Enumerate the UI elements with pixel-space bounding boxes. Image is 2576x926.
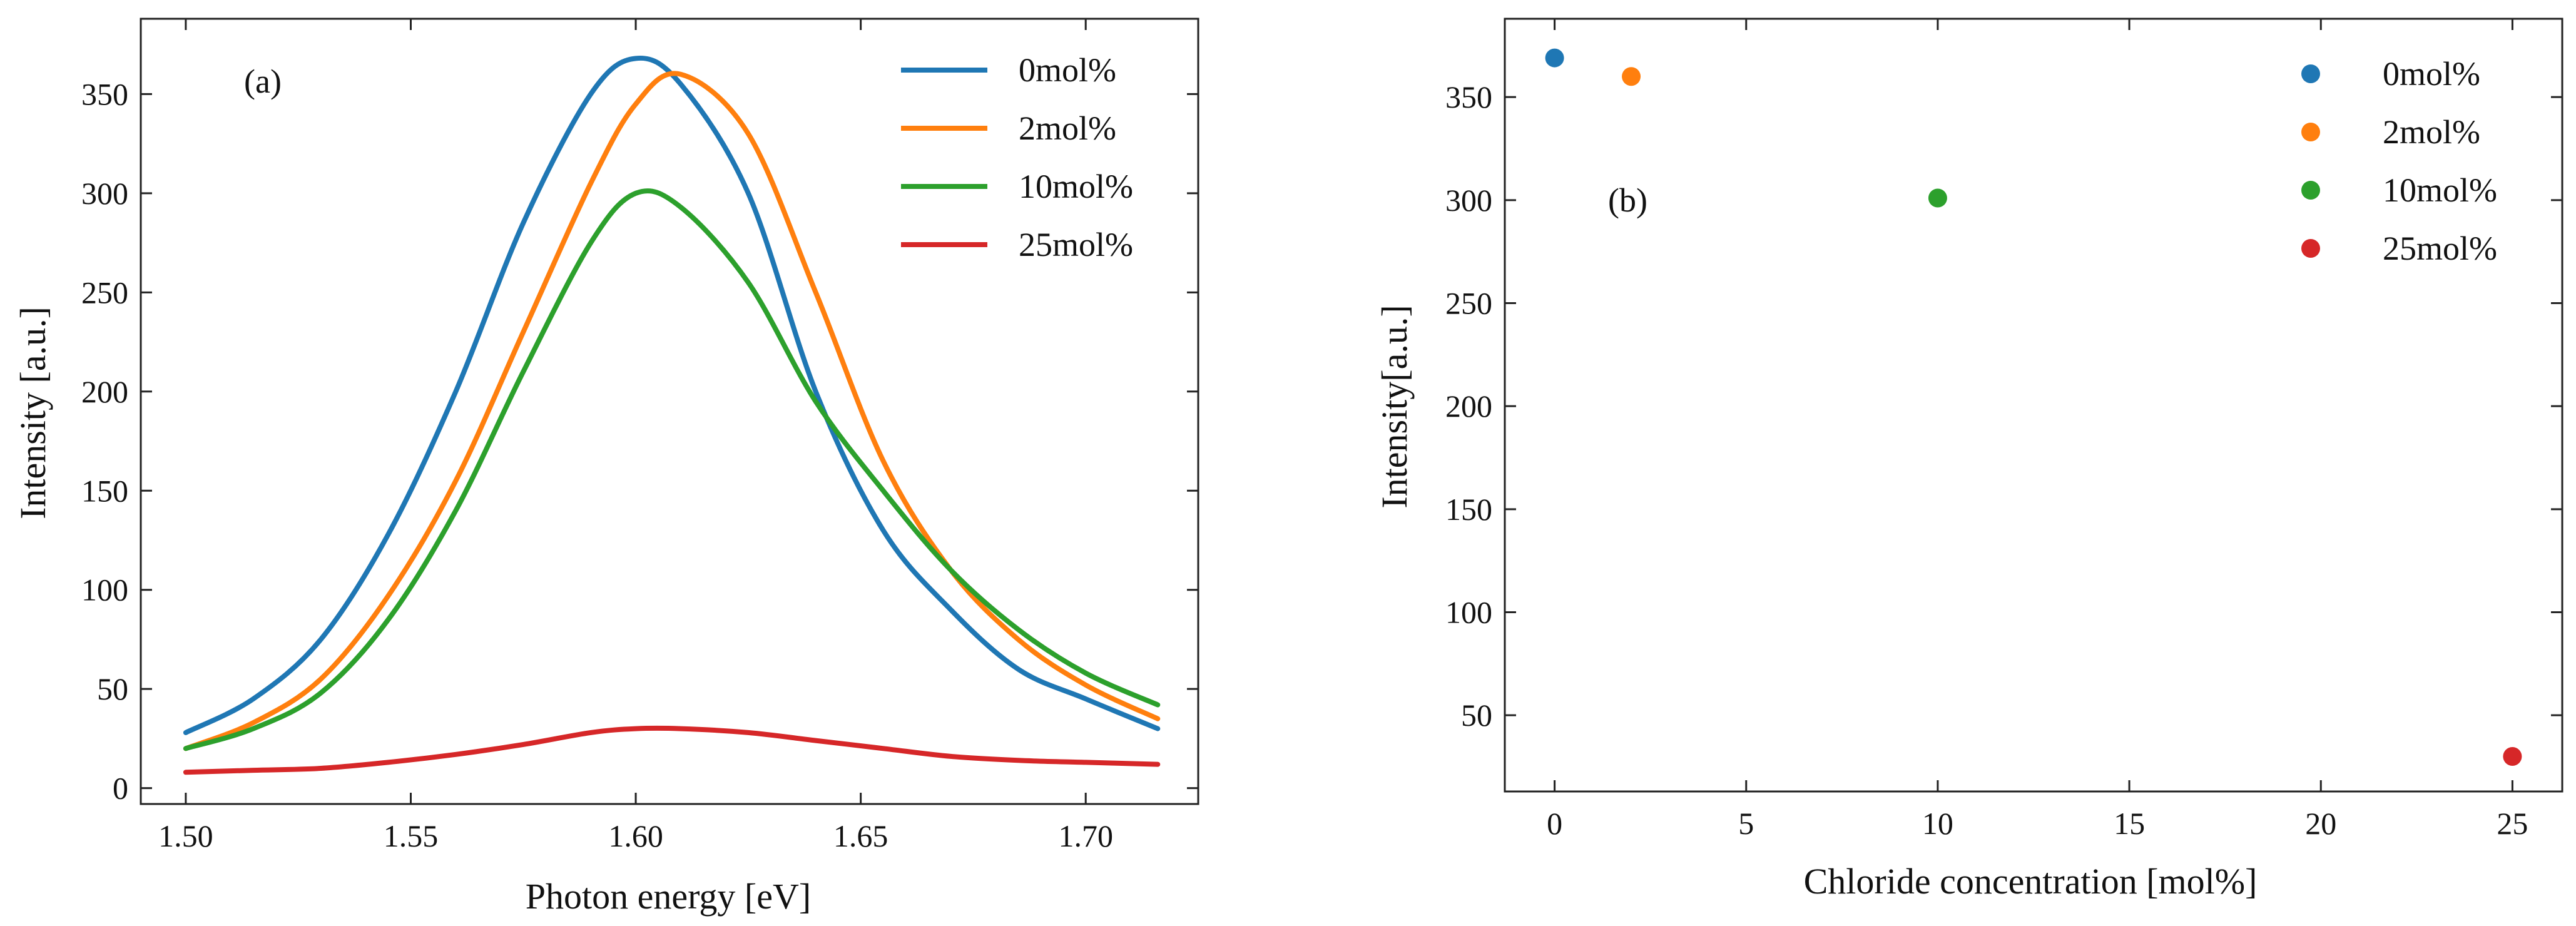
panel-a-y-tick-label: 50 xyxy=(97,671,128,706)
panel-b-label: (b) xyxy=(1608,181,1647,219)
panel-a-y-tick-label: 250 xyxy=(81,275,128,310)
panel-b-plot-frame xyxy=(1504,18,2563,793)
panel-b-y-tick-label: 50 xyxy=(1461,698,1492,733)
panel-b-y-ticks: 50 100 150 200 250 300 350 xyxy=(1445,79,2562,733)
panel-b-x-tick-label: 10 xyxy=(1922,806,1953,841)
panel-b-x-tick-label: 5 xyxy=(1738,806,1754,841)
panel-b-chart: 0 5 10 15 20 25 50 100 150 200 250 300 350 (b) 0mol… xyxy=(1374,18,2563,902)
series-line-0molpct xyxy=(183,55,1161,735)
legend-label: 10mol% xyxy=(1019,168,1133,205)
panel-a-legend: 0mol% 2mol% 10mol% 25mol% xyxy=(901,51,1133,263)
legend-marker-2molpct xyxy=(2301,123,2320,141)
panel-b-y-axis-label: Intensity[a.u.] xyxy=(1374,305,1415,508)
panel-a-y-tick-label: 300 xyxy=(81,176,128,211)
legend-label: 2mol% xyxy=(1019,109,1116,147)
legend-marker-25molpct xyxy=(2301,239,2320,258)
panel-b-x-tick-label: 20 xyxy=(2305,806,2336,841)
legend-label: 10mol% xyxy=(2383,171,2497,209)
panel-a-x-tick-label: 1.50 xyxy=(158,818,213,853)
panel-a-y-tick-label: 200 xyxy=(81,374,128,409)
panel-b-x-ticks: 0 5 10 15 20 25 xyxy=(1547,19,2528,841)
panel-b-y-tick-label: 250 xyxy=(1445,285,1492,320)
panel-a-y-ticks: 0 50 100 150 200 250 300 350 xyxy=(81,76,1198,806)
legend-label: 0mol% xyxy=(2383,55,2480,93)
panel-b-series xyxy=(1545,48,2522,766)
panel-a-label: (a) xyxy=(244,63,282,100)
panel-b-legend: 0mol% 2mol% 10mol% 25mol% xyxy=(2301,55,2497,267)
panel-a-y-tick-label: 350 xyxy=(81,76,128,111)
panel-b-x-tick-label: 15 xyxy=(2114,806,2145,841)
panel-b-y-tick-label: 350 xyxy=(1445,79,1492,114)
scatter-point-25molpct xyxy=(2503,747,2522,766)
legend-label: 25mol% xyxy=(2383,230,2497,267)
panel-a-y-tick-label: 100 xyxy=(81,572,128,608)
panel-a-y-tick-label: 0 xyxy=(113,771,128,806)
panel-a-plot-frame xyxy=(140,18,1199,805)
panel-a-series xyxy=(183,55,1161,775)
legend-label: 25mol% xyxy=(1019,226,1133,263)
panel-a-x-axis-label: Photon energy [eV] xyxy=(526,876,811,917)
legend-label: 0mol% xyxy=(1019,51,1116,89)
panel-b-x-tick-label: 0 xyxy=(1547,806,1562,841)
panel-a-x-tick-label: 1.70 xyxy=(1058,818,1113,853)
panel-b-y-tick-label: 100 xyxy=(1445,594,1492,629)
scatter-point-0molpct xyxy=(1545,48,1564,68)
panel-a-x-tick-label: 1.60 xyxy=(608,818,663,853)
series-line-25molpct xyxy=(183,725,1161,775)
panel-a-x-tick-label: 1.65 xyxy=(833,818,888,853)
scatter-point-10molpct xyxy=(1928,188,1947,208)
panel-a-chart: 1.50 1.55 1.60 1.65 1.70 0 50 100 150 200 250 300 3… xyxy=(13,18,1199,917)
panel-a-y-axis-label: Intensity [a.u.] xyxy=(13,307,53,519)
series-line-10molpct xyxy=(183,188,1161,751)
panel-b-x-tick-label: 25 xyxy=(2497,806,2528,841)
panel-a-y-tick-label: 150 xyxy=(81,473,128,508)
scatter-point-2molpct xyxy=(1622,67,1641,86)
legend-marker-0molpct xyxy=(2301,64,2320,83)
panel-b-y-tick-label: 150 xyxy=(1445,492,1492,527)
panel-b-y-tick-label: 200 xyxy=(1445,389,1492,424)
panel-b-x-axis-label: Chloride concentration [mol%] xyxy=(1804,861,2258,902)
legend-marker-10molpct xyxy=(2301,181,2320,200)
series-line-2molpct xyxy=(183,71,1161,751)
panel-b-y-tick-label: 300 xyxy=(1445,183,1492,218)
panel-a-x-tick-label: 1.55 xyxy=(384,818,439,853)
legend-label: 2mol% xyxy=(2383,113,2480,151)
panel-a-x-ticks: 1.50 1.55 1.60 1.65 1.70 xyxy=(158,19,1113,853)
